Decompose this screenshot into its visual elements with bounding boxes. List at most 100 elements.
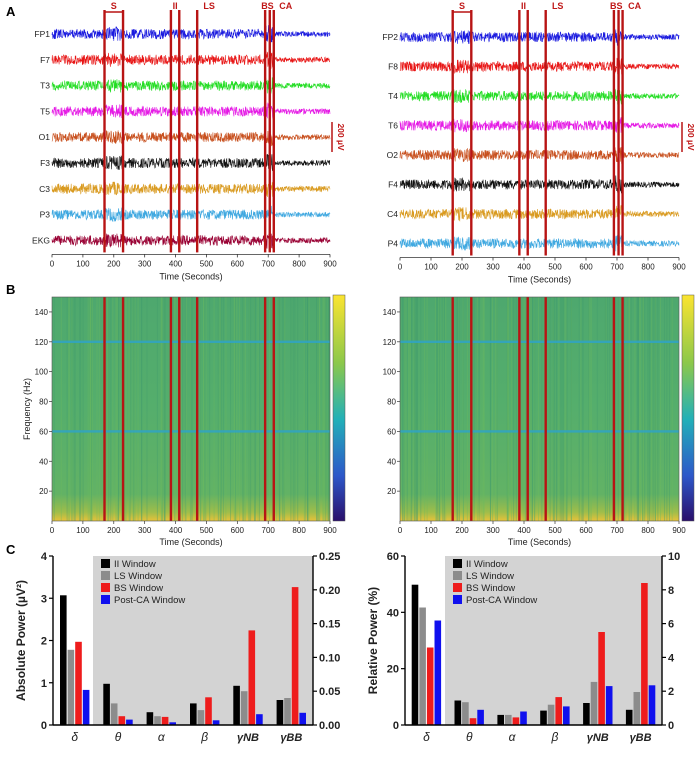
trace-fp1 <box>51 25 331 43</box>
bar-ls-window-4 <box>240 691 248 725</box>
spectrogram-texture <box>436 297 438 521</box>
spectrogram-texture <box>164 297 166 521</box>
spectrogram-texture <box>654 297 656 521</box>
spectrogram-texture <box>480 297 482 521</box>
spectrogram-texture <box>90 297 92 521</box>
marker-line <box>518 297 521 521</box>
spectrogram-texture <box>128 297 130 521</box>
spectrogram-texture <box>534 297 536 521</box>
channel-label-o1: O1 <box>39 132 51 142</box>
channel-label-f4: F4 <box>388 180 398 190</box>
spectrogram-texture <box>649 297 651 521</box>
spectrogram-texture <box>562 297 564 521</box>
spectrogram-texture <box>489 297 491 521</box>
spectrogram-texture <box>322 297 324 521</box>
x-tick-label: 400 <box>517 526 531 535</box>
bar-ii-window-3 <box>540 710 547 725</box>
spectrogram-texture <box>564 297 566 521</box>
spectrogram-texture <box>218 297 220 521</box>
x-tick-label: 300 <box>138 526 152 535</box>
channel-label-p3: P3 <box>40 210 51 220</box>
bar-ls-window-2 <box>154 716 161 725</box>
spectrogram-texture <box>439 297 441 521</box>
x-tick-label: 800 <box>292 526 306 535</box>
bar-ii-window-5 <box>276 700 284 725</box>
spectrogram-texture <box>209 297 211 521</box>
left-y-tick-label: 40 <box>387 607 399 619</box>
spectrogram-texture <box>531 297 532 521</box>
bar-ii-window-0 <box>60 595 67 725</box>
spectrogram-texture <box>404 297 405 521</box>
marker-line-ii-1 <box>178 10 181 253</box>
spectrogram-texture <box>90 297 92 521</box>
trace-ekg <box>51 232 331 249</box>
spectrogram-texture <box>180 297 182 521</box>
spectrogram-texture <box>96 297 98 521</box>
spectrogram-texture <box>558 297 560 521</box>
y-tick-label: 20 <box>387 487 396 496</box>
spectrogram-texture <box>490 297 491 521</box>
spectrogram-texture <box>236 297 238 521</box>
spectrogram-texture <box>325 297 327 521</box>
spectrogram-texture <box>82 297 84 521</box>
spectrogram-right: 20 40 60 80 100 120 140 0 100 200 300 400 500 600 700 8… <box>383 294 695 547</box>
spectrogram-texture <box>217 297 219 521</box>
spectrogram-texture <box>278 297 280 521</box>
spectrogram-texture <box>651 297 653 521</box>
bar-bs-window-1 <box>118 716 126 725</box>
bar-bs-window-2 <box>512 717 520 725</box>
spectrogram-texture <box>225 297 227 521</box>
spectrogram-texture <box>117 297 119 521</box>
spectrogram-texture <box>636 297 638 521</box>
right-y-tick-label: 0.05 <box>319 686 340 698</box>
bar-ii-window-2 <box>497 714 504 725</box>
x-axis-label: Time (Seconds) <box>159 537 222 547</box>
spectrogram-texture <box>483 297 484 521</box>
marker-line-ca-0 <box>621 10 624 256</box>
x-tick-label: 400 <box>169 526 183 535</box>
spectrogram-texture <box>456 297 458 521</box>
trace-o2 <box>399 146 680 164</box>
relative-power-bar-chart: δ θ α β γNB γBB 0 20 40 60 0 2 4 6 8 10 Relative Power (… <box>366 551 680 744</box>
spectrogram-texture <box>254 297 255 521</box>
category-label: θ <box>115 730 122 744</box>
spectrogram-texture <box>146 297 148 521</box>
spectrogram-texture <box>257 297 259 521</box>
x-tick-label: 300 <box>138 259 152 268</box>
spectrogram-texture <box>107 297 109 521</box>
spectrogram-texture <box>507 297 509 521</box>
colorbar <box>332 294 346 522</box>
bar-bs-window-1 <box>469 718 477 725</box>
bar-post-ca-window-0 <box>434 620 442 725</box>
bar-ii-window-1 <box>103 683 110 725</box>
spectrogram-texture <box>606 297 608 521</box>
spectrogram-texture <box>203 297 205 521</box>
x-tick-label: 600 <box>231 526 245 535</box>
spectrogram-texture <box>279 297 281 521</box>
spectrogram-texture <box>492 297 493 521</box>
spectrogram-texture <box>523 297 525 521</box>
spectrogram-texture <box>442 297 444 521</box>
x-axis-label: Time (Seconds) <box>159 271 222 281</box>
spectrogram-texture <box>406 297 408 521</box>
spectrogram-texture <box>420 297 422 521</box>
bar-post-ca-window-0 <box>82 689 90 725</box>
marker-line-ls-0 <box>195 10 199 253</box>
x-tick-label: 900 <box>672 526 686 535</box>
spectrogram-texture <box>495 297 496 521</box>
spectrogram-texture <box>506 297 508 521</box>
y-tick-label: 80 <box>387 398 396 407</box>
right-y-tick-label: 0.15 <box>319 619 340 631</box>
y-tick-label: 100 <box>383 368 397 377</box>
bar-ls-window-0 <box>67 649 75 725</box>
spectrogram-texture <box>639 297 641 521</box>
marker-label-ca: CA <box>279 1 292 11</box>
bar-ls-window-3 <box>547 704 555 725</box>
spectrogram-texture <box>191 297 193 521</box>
marker-line-bs-0 <box>263 10 267 253</box>
channel-label-o2: O2 <box>387 150 399 160</box>
spectrogram-texture <box>515 297 517 521</box>
spectrogram-texture <box>463 297 464 521</box>
spectrogram-texture <box>444 297 445 521</box>
trace-p3 <box>51 205 331 223</box>
